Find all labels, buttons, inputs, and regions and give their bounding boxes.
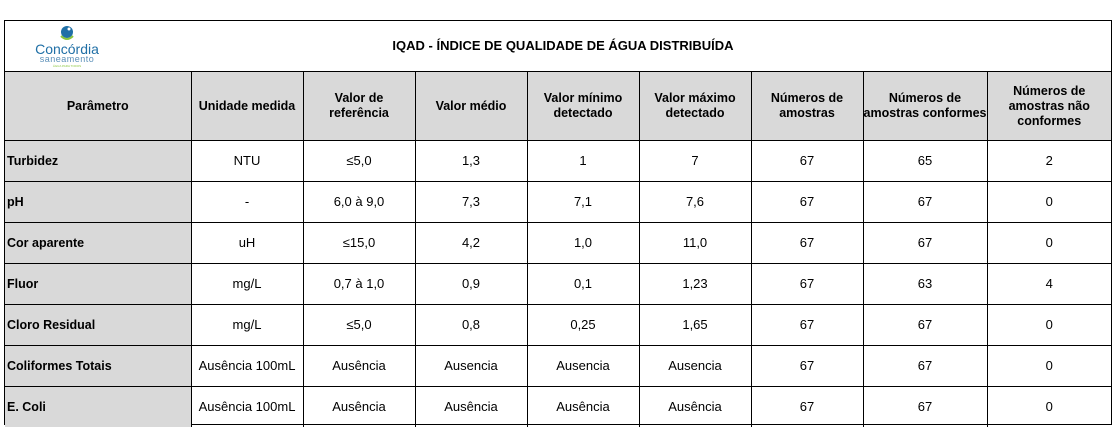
value-cell: Ausencia (414, 345, 528, 387)
value-cell: NTU (190, 140, 304, 182)
value-cell: 67 (750, 345, 864, 387)
value-cell: - (190, 181, 304, 223)
table-body: Turbidez NTU ≤5,0 1,3 1 7 67 65 2 pH -6,0 à 9,0 7,3… (5, 140, 1111, 427)
value-cell: Ausencia (638, 345, 752, 387)
value-cell: Ausência (526, 386, 640, 427)
value-cell: Ausência (414, 386, 528, 427)
value-cell: 7,3 (414, 181, 528, 223)
parameter-cell: Cor aparente (5, 222, 192, 264)
value-cell: 1 (526, 140, 640, 182)
value-cell: 67 (750, 304, 864, 346)
column-header: Unidade medida (190, 72, 304, 141)
value-cell: 0 (986, 386, 1111, 427)
logo-brand: Concórdia (35, 41, 99, 57)
value-cell: 67 (862, 222, 988, 264)
value-cell: 0,7 à 1,0 (302, 263, 416, 305)
parameter-cell: pH (5, 181, 192, 223)
column-header: Valor de referência (302, 72, 416, 141)
value-cell: 1,65 (638, 304, 752, 346)
report-frame: Concórdia saneamento ÁGUA PARA TODOS IQA… (4, 20, 1112, 427)
value-cell: Ausência (302, 345, 416, 387)
value-cell: Ausencia (526, 345, 640, 387)
value-cell: uH (190, 222, 304, 264)
value-cell: 0 (986, 345, 1111, 387)
value-cell: 0,8 (414, 304, 528, 346)
value-cell: mg/L (190, 304, 304, 346)
value-cell: 65 (862, 140, 988, 182)
value-cell: 4,2 (414, 222, 528, 264)
value-cell: 11,0 (638, 222, 752, 264)
parameter-cell: Turbidez (5, 140, 192, 182)
water-drop-icon (60, 26, 74, 40)
parameter-cell: Cloro Residual (5, 304, 192, 346)
company-logo: Concórdia saneamento ÁGUA PARA TODOS (27, 24, 107, 68)
value-cell: 6,0 à 9,0 (302, 181, 416, 223)
value-cell: Ausência 100mL (190, 386, 304, 427)
value-cell: 0,9 (414, 263, 528, 305)
value-cell: Ausência (302, 386, 416, 427)
table-row: E. Coli Ausência 100mL Ausência Ausência Aus… (5, 386, 1111, 427)
column-header: Valor máximo detectado (638, 72, 752, 141)
value-cell: ≤5,0 (302, 304, 416, 346)
value-cell: 0 (986, 304, 1111, 346)
table-row: Cloro Residual mg/L ≤5,0 0,8 0,25 1,65 67 67 0 (5, 304, 1111, 346)
value-cell: ≤5,0 (302, 140, 416, 182)
value-cell: Ausência 100mL (190, 345, 304, 387)
report-title: IQAD - ÍNDICE DE QUALIDADE DE ÁGUA DISTR… (392, 38, 734, 53)
table-row: Coliformes Totais Ausência 100mL Ausência A… (5, 345, 1111, 387)
column-header: Números de amostras não conformes (986, 72, 1111, 141)
value-cell: 67 (750, 140, 864, 182)
value-cell: 4 (986, 263, 1111, 305)
column-header: Valor mínimo detectado (526, 72, 640, 141)
value-cell: 0,25 (526, 304, 640, 346)
value-cell: 67 (750, 222, 864, 264)
column-header: Números de amostras (750, 72, 864, 141)
report-header: Concórdia saneamento ÁGUA PARA TODOS IQA… (5, 21, 1111, 72)
value-cell: 1,3 (414, 140, 528, 182)
parameter-cell: Coliformes Totais (5, 345, 192, 387)
value-cell: 7 (638, 140, 752, 182)
column-header: Números de amostras conformes (862, 72, 988, 141)
value-cell: 67 (750, 263, 864, 305)
value-cell: 1,23 (638, 263, 752, 305)
column-header: Valor médio (414, 72, 528, 141)
value-cell: 67 (750, 386, 864, 427)
value-cell: 67 (750, 181, 864, 223)
value-cell: 67 (862, 304, 988, 346)
value-cell: 63 (862, 263, 988, 305)
value-cell: 0,1 (526, 263, 640, 305)
value-cell: Ausência (638, 386, 752, 427)
table-row: pH -6,0 à 9,0 7,3 7,1 7,6 67 67 0 (5, 181, 1111, 223)
logo-subtitle: saneamento (39, 54, 95, 64)
value-cell: 2 (986, 140, 1111, 182)
parameter-cell: Fluor (5, 263, 192, 305)
value-cell: 67 (862, 181, 988, 223)
logo-tagline: ÁGUA PARA TODOS (52, 64, 82, 68)
table-row: Cor aparente uH ≤15,0 4,2 1,0 11,0 67 67 0 (5, 222, 1111, 264)
table-row: Turbidez NTU ≤5,0 1,3 1 7 67 65 2 (5, 140, 1111, 182)
parameter-cell: E. Coli (5, 386, 192, 427)
value-cell: 1,0 (526, 222, 640, 264)
value-cell: 0 (986, 222, 1111, 264)
value-cell: 67 (862, 386, 988, 427)
value-cell: 0 (986, 181, 1111, 223)
value-cell: 67 (862, 345, 988, 387)
value-cell: ≤15,0 (302, 222, 416, 264)
value-cell: 7,6 (638, 181, 752, 223)
quality-table: Parâmetro Unidade medida Valor de referênc… (5, 72, 1111, 427)
value-cell: 7,1 (526, 181, 640, 223)
table-row: Fluor mg/L 0,7 à 1,0 0,9 0,1 1,23 67 63 4 (5, 263, 1111, 305)
value-cell: mg/L (190, 263, 304, 305)
table-header-row: Parâmetro Unidade medida Valor de referênc… (5, 72, 1111, 141)
column-header: Parâmetro (5, 72, 192, 141)
